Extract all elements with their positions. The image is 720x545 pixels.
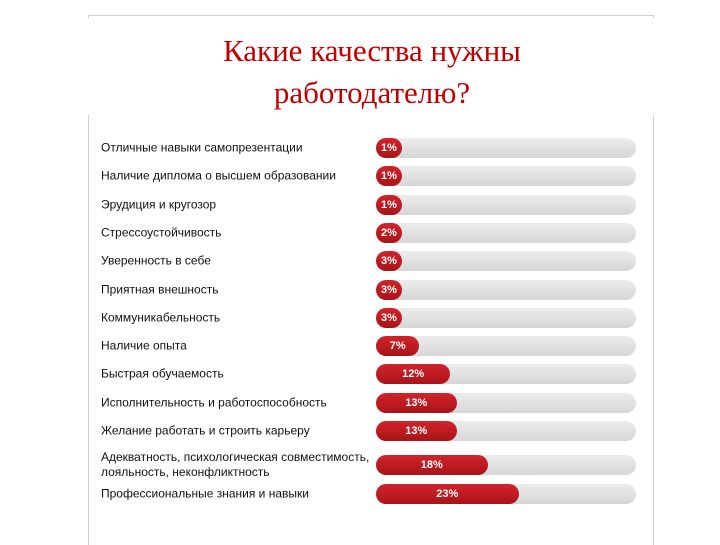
bar-track — [376, 222, 636, 243]
bar — [376, 421, 457, 441]
category-label: Профессиональные знания и навыки — [101, 486, 309, 501]
title-box: Какие качества нужны работодателю? — [30, 18, 655, 115]
bar — [376, 483, 519, 504]
bar — [376, 455, 488, 476]
value-label: 3% — [381, 255, 397, 268]
bar-track — [376, 166, 636, 187]
bar — [376, 222, 402, 243]
bar-track — [376, 194, 636, 215]
bar-track — [376, 251, 636, 272]
category-label: Отличные навыки самопрезентации — [101, 140, 303, 155]
chart-title: Какие качества нужны работодателю? — [223, 33, 521, 110]
category-label: Стрессоустойчивость — [101, 225, 222, 240]
value-label: 18% — [420, 459, 443, 472]
category-label: Эрудиция и кругозор — [101, 197, 217, 212]
bar — [376, 138, 402, 158]
value-label: 1% — [381, 170, 397, 183]
value-label: 2% — [381, 226, 397, 239]
bar — [376, 166, 402, 187]
category-label: Исполнительность и работоспособность — [101, 395, 327, 410]
bar — [376, 194, 402, 215]
category-label: Быстрая обучаемость — [101, 366, 224, 381]
bar — [376, 279, 402, 300]
value-label: 12% — [402, 368, 425, 381]
value-label: 1% — [381, 198, 397, 211]
value-label: 1% — [381, 142, 397, 154]
value-label: 13% — [405, 425, 428, 437]
bar — [376, 251, 402, 272]
value-label: 7% — [389, 340, 406, 353]
bar-track — [376, 279, 636, 300]
bar-track — [376, 307, 636, 328]
category-label: Адекватность, психологическая совместимо… — [101, 450, 370, 480]
bar — [376, 392, 457, 413]
category-label: Наличие диплома о высшем образовании — [101, 168, 336, 183]
value-label: 3% — [381, 311, 397, 324]
category-label: Коммуникабельность — [101, 310, 221, 325]
category-label: Желание работать и строить карьеру — [101, 423, 310, 438]
value-label: 13% — [405, 396, 428, 409]
bar — [376, 336, 420, 357]
bar-track — [376, 336, 636, 357]
category-label: Наличие опыта — [101, 338, 187, 353]
category-label: Приятная внешность — [101, 282, 219, 296]
category-label: Уверенность в себе — [101, 253, 211, 268]
bar — [376, 364, 451, 385]
value-label: 23% — [436, 487, 459, 500]
bar — [376, 307, 402, 328]
value-label: 3% — [381, 283, 397, 296]
bar-track — [376, 138, 636, 158]
